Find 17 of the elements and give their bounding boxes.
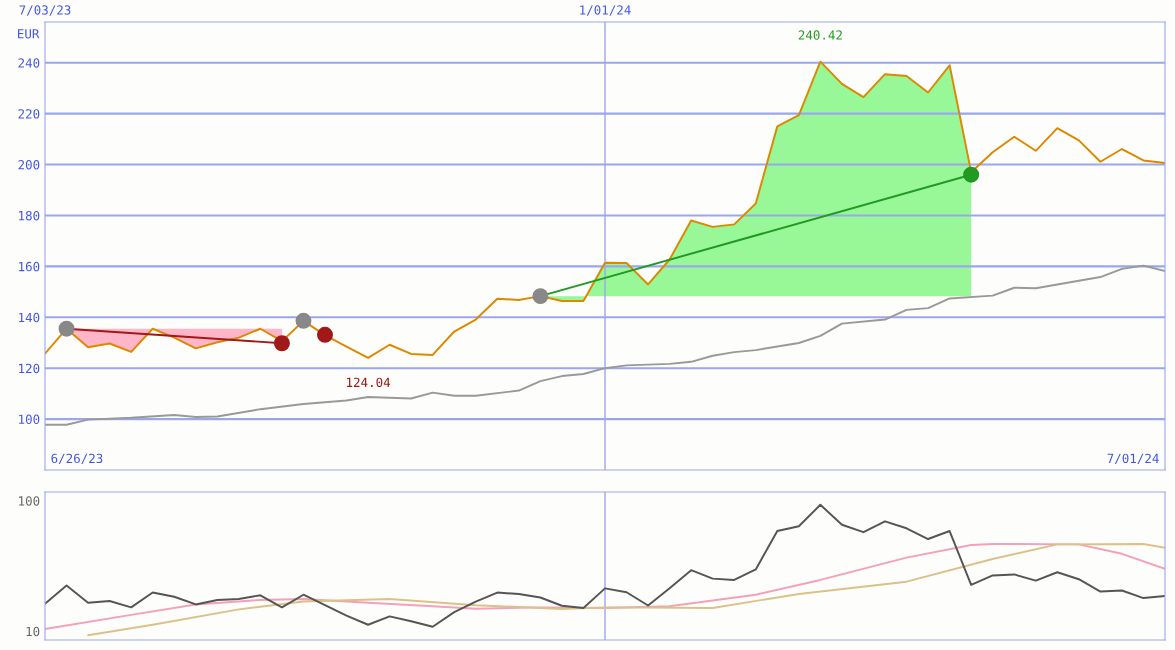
x-tick-label: 7/03/23: [19, 5, 71, 16]
y-tick-label: 120: [19, 363, 40, 374]
y-tick-label: 180: [19, 210, 40, 221]
annotation: 240.42: [798, 30, 842, 40]
y-tick-label: 160: [19, 261, 40, 272]
annotation: 124.04: [347, 377, 391, 388]
y-tick-label: 240: [18, 58, 40, 68]
y-axis-title: EUR: [18, 29, 40, 39]
annotation: 7/01/24: [1107, 453, 1159, 465]
y-tick-label: 100: [19, 496, 40, 506]
y-tick-label: 140: [19, 312, 40, 323]
y-tick-label: 220: [18, 109, 40, 119]
x-tick-label: 1/01/24: [580, 5, 631, 16]
annotation: 6/26/23: [51, 453, 103, 465]
y-tick-label: 200: [18, 160, 40, 170]
y-tick-label: 100: [19, 414, 40, 425]
y-tick-label: 10: [26, 626, 40, 637]
